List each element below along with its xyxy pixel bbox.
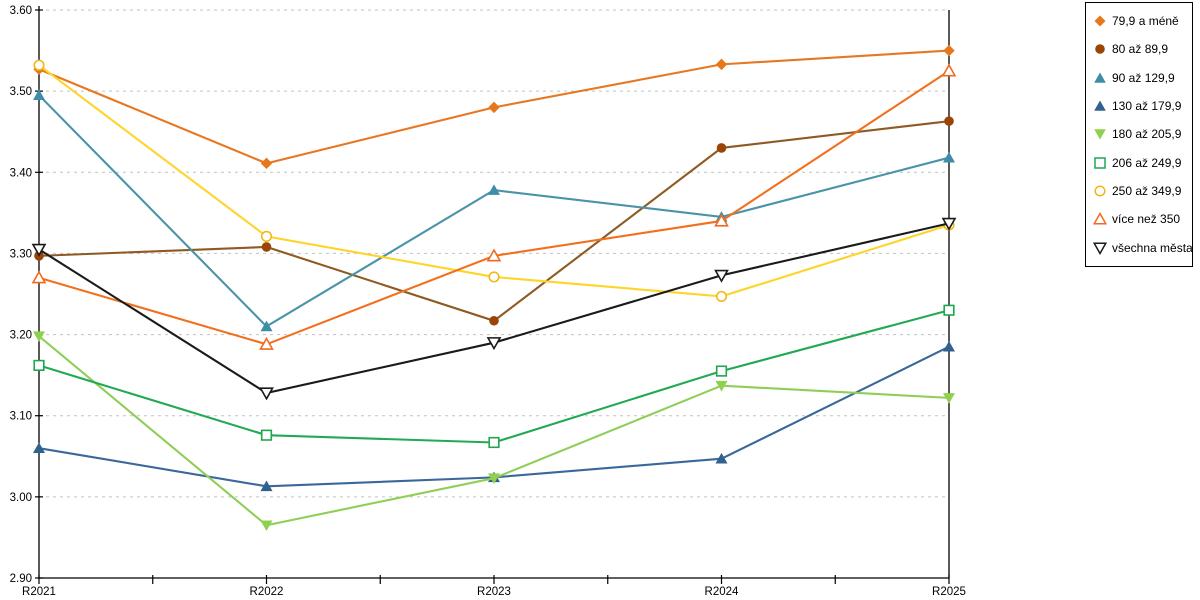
circle-marker bbox=[260, 230, 273, 242]
series-line bbox=[38, 120, 950, 322]
square-marker bbox=[260, 429, 273, 441]
x-axis-label: R2021 bbox=[22, 586, 56, 598]
legend-item-0: 79,9 a méně bbox=[1093, 14, 1192, 28]
triangle-down-marker bbox=[33, 331, 45, 342]
diamond-marker bbox=[488, 101, 500, 114]
triangle-up-marker bbox=[486, 248, 502, 262]
triangle-up-open-icon bbox=[1093, 212, 1107, 226]
triangle-up-marker bbox=[260, 320, 273, 332]
legend-label: 79,9 a méně bbox=[1112, 14, 1179, 29]
triangle-up-marker bbox=[33, 89, 45, 100]
circle-marker bbox=[488, 271, 500, 283]
legend-item-4: 180 až 205,9 bbox=[1093, 127, 1192, 141]
legend-label: 80 až 89,9 bbox=[1112, 42, 1169, 57]
x-axis-label: R2023 bbox=[477, 586, 511, 598]
legend-label: 206 až 249,9 bbox=[1112, 155, 1182, 170]
legend-item-7: více než 350 bbox=[1093, 212, 1192, 226]
square-open-icon bbox=[1094, 157, 1106, 169]
legend-label: 180 až 205,9 bbox=[1112, 127, 1182, 142]
legend-marker-shape bbox=[1094, 100, 1106, 111]
y-axis-label: 3.20 bbox=[10, 330, 32, 342]
triangle-down-marker bbox=[259, 387, 274, 401]
y-axis-label: 3.60 bbox=[10, 5, 32, 17]
y-axis-label: 3.30 bbox=[10, 248, 32, 260]
legend-label: více než 350 bbox=[1112, 212, 1181, 227]
legend-item-3: 130 až 179,9 bbox=[1093, 99, 1192, 113]
series-line bbox=[38, 345, 950, 488]
diamond-marker bbox=[943, 44, 955, 57]
legend-marker-shape bbox=[1093, 242, 1107, 255]
series-line bbox=[38, 94, 950, 328]
legend: 79,9 a méně 80 až 89,9 90 až 129,9 130 až 1… bbox=[1085, 2, 1193, 267]
triangle-up-marker bbox=[943, 151, 955, 163]
triangle-up-marker bbox=[260, 480, 273, 492]
legend-marker-shape bbox=[1094, 15, 1106, 27]
legend-label: 130 až 179,9 bbox=[1112, 99, 1182, 114]
diamond-icon bbox=[1094, 15, 1106, 27]
triangle-down-marker bbox=[715, 380, 728, 392]
circle-open-icon bbox=[1094, 185, 1106, 197]
legend-item-6: 250 až 349,9 bbox=[1093, 184, 1192, 198]
circle-marker bbox=[261, 242, 272, 252]
triangle-down-marker bbox=[714, 269, 729, 283]
triangle-up-icon bbox=[1094, 100, 1106, 111]
legend-marker-shape bbox=[1094, 129, 1106, 140]
triangle-up-marker bbox=[33, 442, 45, 453]
y-axis-label: 3.40 bbox=[10, 167, 32, 179]
triangle-up-marker bbox=[715, 452, 728, 464]
x-axis-label: R2025 bbox=[932, 586, 966, 598]
legend-item-1: 80 až 89,9 bbox=[1093, 42, 1192, 56]
triangle-down-marker bbox=[488, 473, 500, 484]
y-axis-label: 3.10 bbox=[10, 411, 32, 423]
series-line bbox=[38, 309, 950, 444]
legend-marker-shape bbox=[1094, 72, 1106, 83]
diamond-marker bbox=[715, 58, 728, 71]
triangle-up-marker bbox=[31, 270, 47, 284]
x-axis-label: R2022 bbox=[250, 586, 284, 598]
square-marker bbox=[715, 365, 728, 377]
square-marker bbox=[488, 436, 500, 449]
triangle-up-marker bbox=[259, 336, 274, 350]
series-line bbox=[38, 64, 950, 298]
x-axis-label: R2024 bbox=[705, 586, 739, 598]
y-axis-label: 2.90 bbox=[10, 573, 32, 585]
triangle-up-marker bbox=[941, 63, 957, 77]
triangle-up-marker bbox=[943, 340, 955, 352]
y-axis-label: 3.00 bbox=[10, 492, 32, 504]
triangle-down-marker bbox=[941, 217, 957, 231]
circle-icon bbox=[1095, 44, 1105, 55]
legend-label: všechna města bbox=[1112, 240, 1193, 255]
legend-marker-shape bbox=[1095, 44, 1105, 55]
legend-marker-shape bbox=[1094, 185, 1106, 197]
triangle-down-open-icon bbox=[1093, 242, 1107, 255]
triangle-down-marker bbox=[943, 393, 955, 404]
legend-label: 90 až 129,9 bbox=[1112, 70, 1175, 85]
triangle-down-icon bbox=[1094, 129, 1106, 140]
triangle-up-marker bbox=[488, 184, 500, 195]
y-axis-label: 3.50 bbox=[10, 86, 32, 98]
diamond-marker bbox=[260, 157, 273, 170]
legend-label: 250 až 349,9 bbox=[1112, 184, 1182, 199]
legend-marker-shape bbox=[1093, 212, 1107, 226]
legend-item-5: 206 až 249,9 bbox=[1093, 156, 1192, 170]
triangle-up-marker bbox=[714, 213, 729, 227]
triangle-down-marker bbox=[260, 520, 273, 532]
circle-marker bbox=[715, 290, 728, 303]
legend-marker-shape bbox=[1094, 157, 1106, 169]
circle-marker bbox=[716, 143, 727, 153]
legend-item-8: všechna města bbox=[1093, 240, 1193, 255]
legend-item-2: 90 až 129,9 bbox=[1093, 71, 1192, 85]
circle-marker bbox=[944, 116, 954, 126]
square-marker bbox=[943, 304, 955, 316]
square-marker bbox=[33, 359, 45, 372]
triangle-down-marker bbox=[31, 243, 47, 257]
triangle-down-marker bbox=[486, 337, 502, 351]
circle-marker bbox=[489, 315, 499, 326]
circle-marker bbox=[33, 59, 45, 71]
triangle-up-icon bbox=[1094, 72, 1106, 83]
